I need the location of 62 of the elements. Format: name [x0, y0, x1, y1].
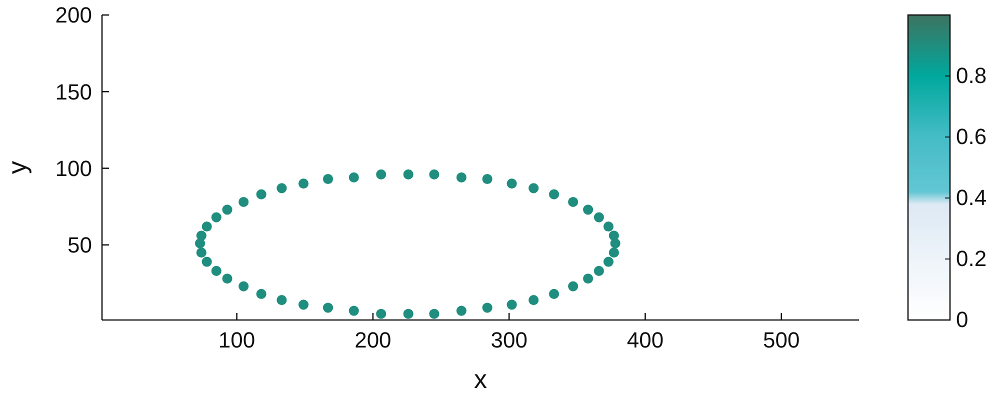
point: [238, 196, 249, 208]
x-tick-label: 400: [626, 328, 664, 353]
y-tick-label: 200: [55, 2, 92, 28]
color-bar-label: 0.6: [956, 124, 987, 150]
point: [568, 281, 578, 292]
point: [429, 169, 440, 180]
point: [298, 178, 309, 189]
point: [376, 169, 386, 180]
point: [211, 212, 222, 222]
point: [322, 302, 334, 313]
point: [376, 308, 386, 319]
y-tick-label: 100: [55, 156, 92, 181]
point: [608, 230, 619, 241]
color-bar-label: 0.4: [956, 185, 987, 210]
point: [603, 256, 614, 267]
color-bar-label: 0.8: [956, 63, 987, 88]
y-axis-title: y: [2, 161, 32, 174]
point: [202, 256, 212, 267]
point: [222, 274, 232, 284]
point: [403, 308, 414, 319]
point: [276, 295, 287, 306]
point: [256, 189, 266, 200]
point: [594, 212, 604, 222]
point: [256, 288, 266, 299]
point: [211, 266, 222, 276]
point: [594, 266, 604, 276]
point: [506, 178, 517, 189]
point: [528, 295, 539, 306]
y-tick-label: 50: [68, 232, 92, 258]
y-tick-label: 150: [55, 79, 92, 104]
point: [608, 248, 619, 258]
point: [322, 174, 334, 184]
x-tick-label: 200: [354, 328, 392, 353]
point: [202, 221, 212, 232]
point: [276, 183, 287, 194]
point: [238, 281, 249, 292]
point: [196, 248, 206, 258]
point: [528, 183, 539, 194]
point: [603, 221, 614, 232]
point: [583, 204, 594, 215]
color-bar-label: 0: [956, 307, 968, 332]
point: [548, 288, 560, 299]
point: [482, 174, 492, 184]
point: [348, 306, 359, 316]
color-bar-label: 0.2: [956, 246, 987, 272]
point: [429, 308, 440, 319]
x-tick-label: 300: [490, 328, 528, 353]
point: [568, 196, 578, 208]
point: [194, 238, 206, 248]
point: [456, 172, 466, 182]
point: [583, 274, 594, 284]
x-axis-title: x: [474, 364, 487, 394]
x-tick-label: 100: [218, 328, 256, 353]
point: [548, 189, 560, 200]
point: [456, 306, 466, 316]
point: [222, 204, 232, 215]
x-tick-label: 500: [763, 328, 800, 353]
point: [506, 300, 517, 310]
point: [298, 300, 309, 310]
point: [348, 172, 359, 182]
point: [482, 302, 492, 313]
point: [403, 169, 414, 180]
